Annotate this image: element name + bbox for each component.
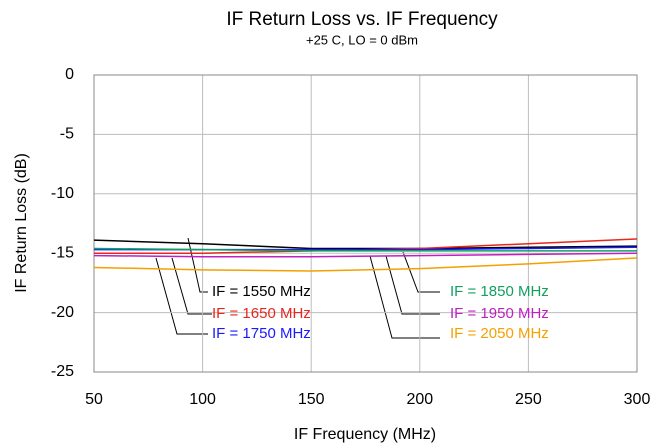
y-tick-label: -15 [51,244,74,261]
y-tick-label: -20 [51,304,74,321]
chart-subtitle: +25 C, LO = 0 dBm [306,32,418,47]
x-tick-label: 100 [189,391,216,408]
x-tick-label: 150 [298,391,325,408]
leader-line [187,237,208,293]
legend-entry: IF = 1650 MHz [212,305,311,322]
leader-line [402,251,440,293]
series-line [93,257,638,272]
series-line [93,247,637,252]
x-tick-label: 300 [624,391,651,408]
x-tick-label: 200 [406,391,433,408]
legend-entry: IF = 1550 MHz [212,283,311,300]
leader-line [369,255,440,339]
x-tick-label: 50 [85,391,103,408]
y-tick-label: -10 [51,185,74,202]
y-tick-label: 0 [65,66,74,83]
leader-line [171,257,212,315]
y-axis-label: IF Return Loss (dB) [13,153,30,293]
legend-entry: IF = 1950 MHz [450,305,549,322]
chart-title: IF Return Loss vs. IF Frequency [226,9,498,30]
legend-entry: IF = 1850 MHz [450,283,549,300]
leader-line [155,257,208,335]
y-tick-label: -25 [51,363,74,380]
y-tick-label: -5 [60,126,74,143]
series-line [93,239,638,250]
x-axis-label: IF Frequency (MHz) [294,426,436,443]
leader-lines [155,237,440,339]
legend-entry: IF = 1750 MHz [212,325,311,342]
series-line [93,252,638,258]
legend-entry: IF = 2050 MHz [450,325,549,342]
leader-line [385,255,440,315]
x-tick-label: 250 [515,391,542,408]
plot-frame [93,74,638,373]
